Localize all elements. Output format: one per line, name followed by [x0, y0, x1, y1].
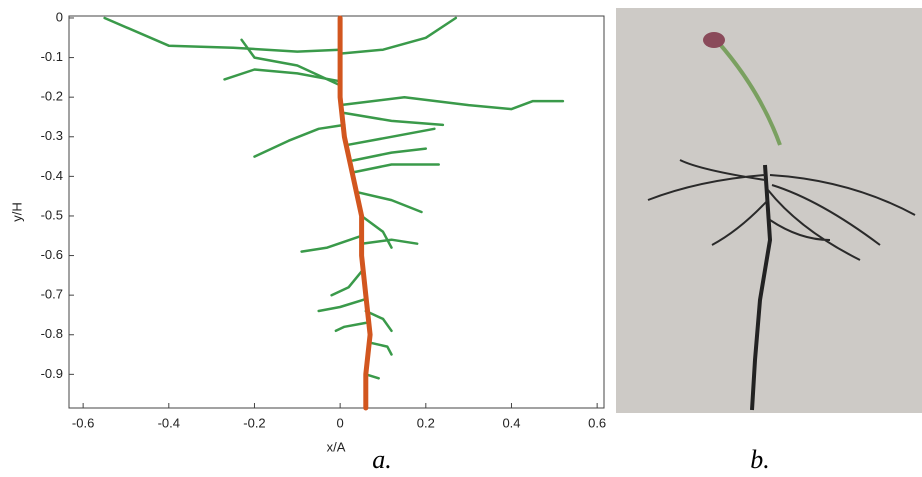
x-tick-label: 0	[337, 415, 344, 430]
x-tick-label: 0.2	[417, 415, 435, 430]
y-tick-label: -0.3	[41, 128, 63, 143]
lateral-root	[368, 341, 393, 356]
lateral-root	[347, 127, 436, 146]
lateral-root	[103, 16, 342, 53]
photo	[616, 8, 922, 413]
lateral-root	[338, 95, 565, 111]
x-tick-label: -0.2	[243, 415, 265, 430]
x-tick-label: -0.6	[72, 415, 94, 430]
plot-area	[68, 15, 605, 409]
x-tick-label: 0.6	[588, 415, 606, 430]
lateral-root	[351, 163, 440, 174]
lateral-root	[360, 238, 419, 245]
y-tick-label: -0.2	[41, 89, 63, 104]
lateral-root	[334, 321, 368, 333]
lateral-root	[223, 68, 342, 83]
y-tick-label: -0.6	[41, 247, 63, 262]
caption: a.	[372, 445, 392, 474]
caption: b.	[750, 445, 770, 474]
taproot	[337, 15, 373, 411]
y-tick-label: -0.1	[41, 49, 63, 64]
y-tick-label: -0.7	[41, 287, 63, 302]
lateral-root	[338, 16, 458, 55]
lateral-root	[356, 190, 423, 214]
lateral-root	[300, 234, 363, 253]
y-tick-label: -0.9	[41, 366, 63, 381]
x-axis-label: x/A	[327, 439, 346, 454]
lateral-root	[364, 309, 393, 333]
lateral-root	[253, 123, 346, 158]
lateral-root	[317, 297, 368, 313]
x-tick-label: -0.4	[158, 415, 180, 430]
y-tick-label: 0	[56, 9, 63, 24]
x-tick-label: 0.4	[502, 415, 520, 430]
y-tick-label: -0.4	[41, 168, 63, 183]
lateral-root	[330, 270, 363, 297]
y-tick-label: -0.8	[41, 326, 63, 341]
y-tick-label: -0.5	[41, 207, 63, 222]
lateral-root	[343, 111, 445, 127]
lateral-root	[351, 147, 428, 162]
y-axis-label: y/H	[9, 202, 24, 222]
lateral-root	[360, 214, 393, 249]
